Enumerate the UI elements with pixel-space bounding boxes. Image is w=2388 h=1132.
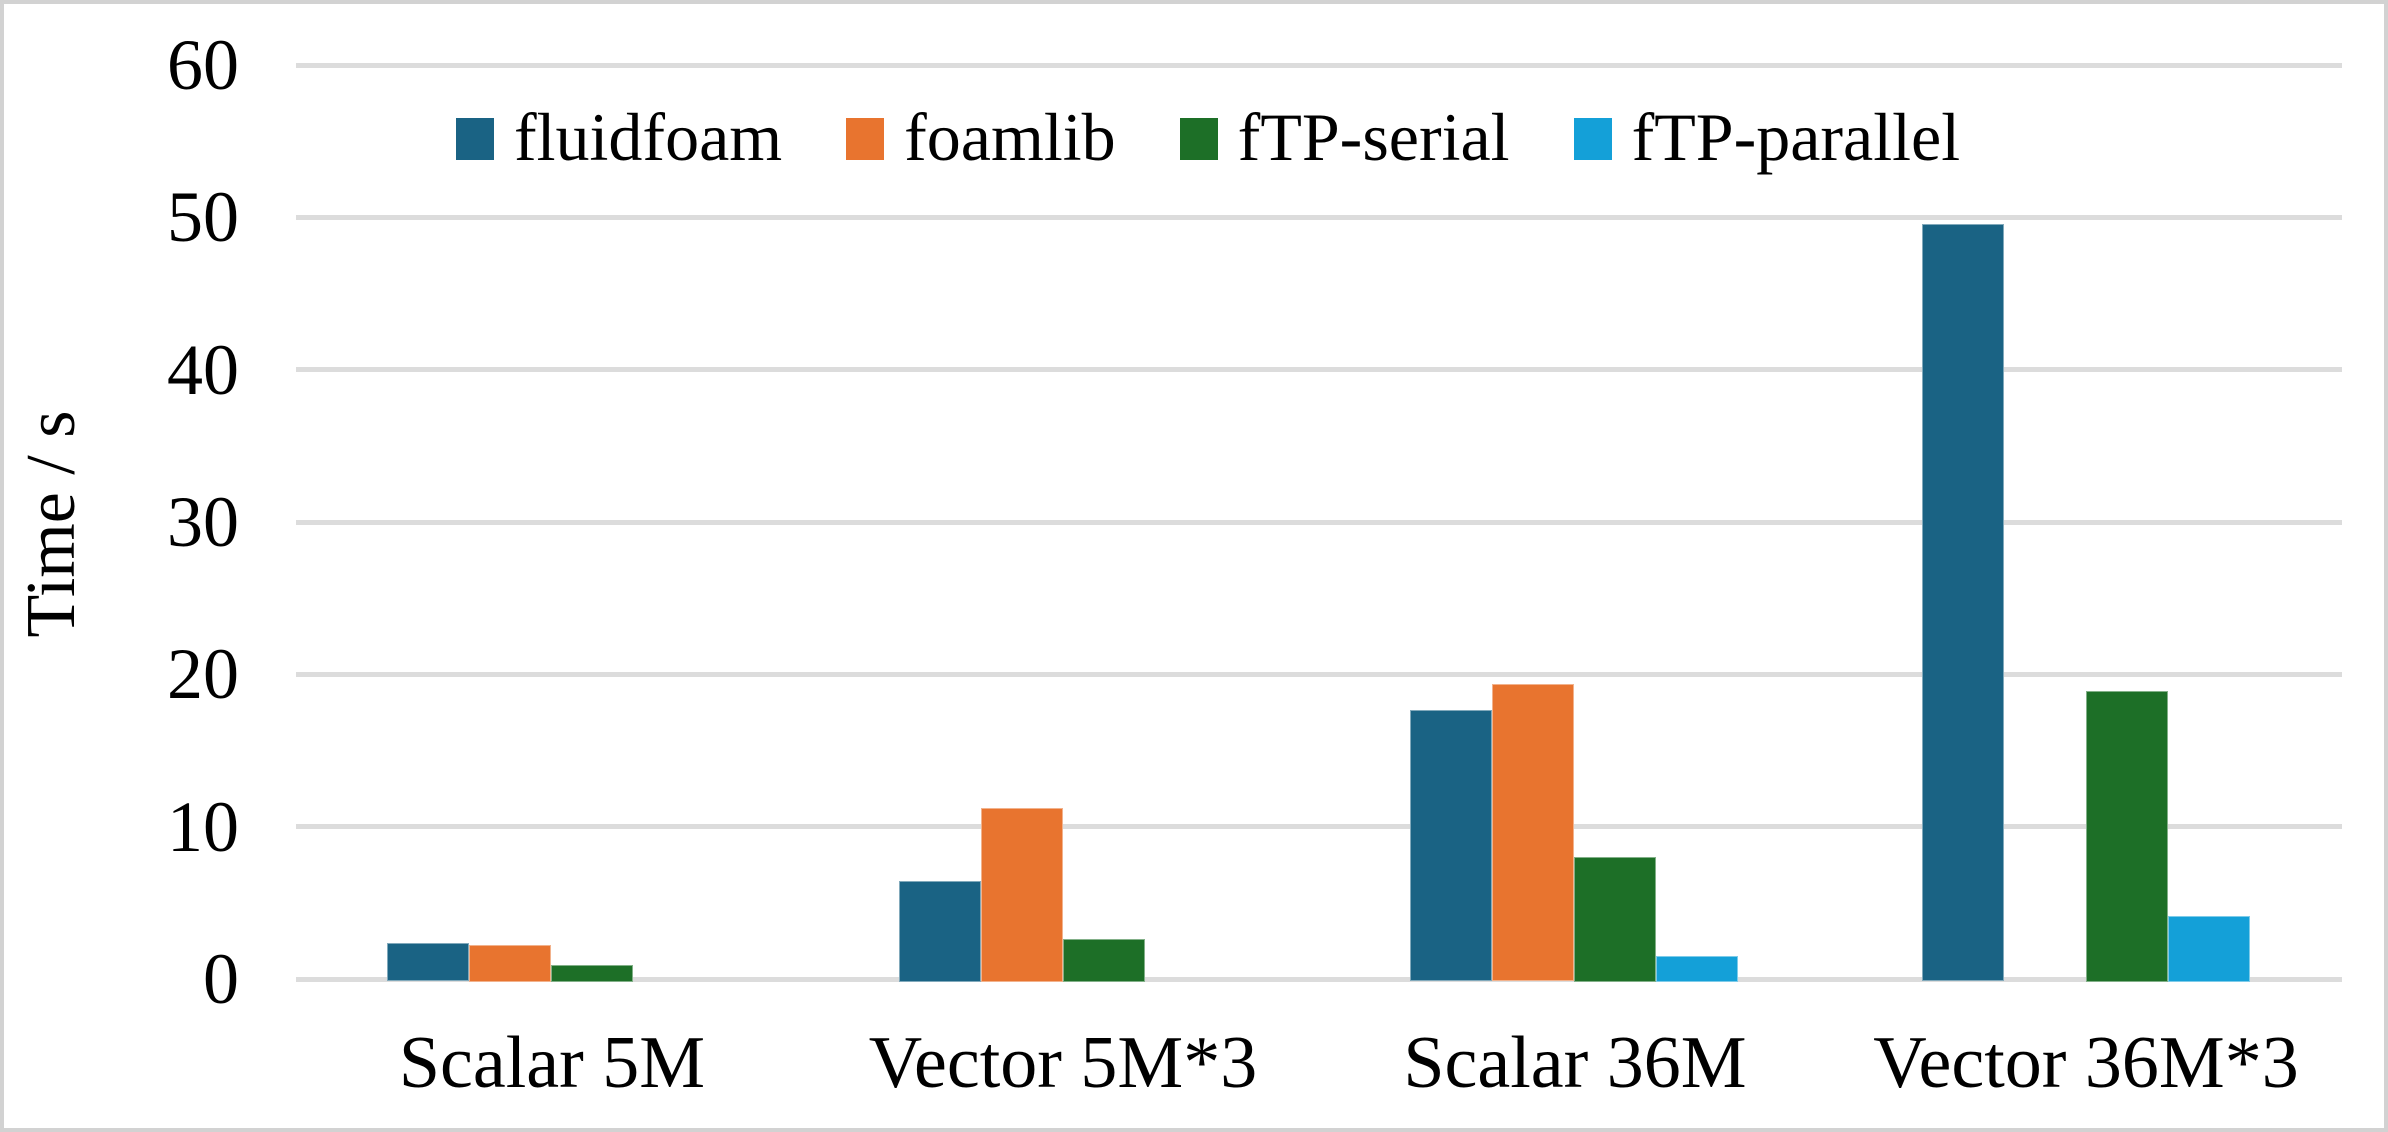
x-category-label-3: Scalar 36M [1403,1022,1747,1104]
legend-item-fTP-serial: fTP-serial [1179,99,1510,175]
gridline-y-50 [296,214,2342,220]
bar-fluidfoam-scalar-5m [387,943,469,981]
bar-fluidfoam-vector-5m-3 [899,881,981,982]
plot-area: 0 10 20 30 40 50 60 Time / s Scalar 5M Vector 5… [4,4,2384,1128]
gridline-y-0 [296,976,2342,982]
bar-fTP-serial-scalar-5m [551,965,633,982]
y-tick-label-10: 10 [167,786,239,867]
legend-swatch-icon [1573,118,1612,160]
legend: fluidfoam foamlib fTP-serial fTP-parallel [456,100,1960,174]
bar-foamlib-scalar-5m [469,945,551,982]
gridline-y-20 [296,671,2342,677]
y-tick-label-50: 50 [167,177,239,258]
gridline-y-60 [296,62,2342,68]
bar-fTP-parallel-vector-36m-3 [2168,916,2250,982]
bar-fluidfoam-scalar-36m [1410,710,1492,981]
legend-swatch-icon [456,118,494,160]
x-category-label-2: Vector 5M*3 [868,1022,1258,1104]
bar-fTP-serial-vector-36m-3 [2086,691,2168,982]
x-category-label-1: Scalar 5M [398,1022,706,1104]
x-category-label-4: Vector 36M*3 [1873,1022,2299,1104]
gridline-y-40 [296,367,2342,373]
y-tick-label-30: 30 [167,482,239,562]
bar-fTP-serial-vector-5m-3 [1063,939,1145,982]
legend-item-fTP-parallel: fTP-parallel [1573,99,1961,175]
legend-swatch-icon [1179,118,1218,160]
gridline-y-10 [296,824,2342,830]
bar-fluidfoam-vector-36m-3 [1922,224,2004,981]
y-tick-label-60: 60 [167,25,239,105]
legend-item-foamlib: foamlib [846,100,1116,174]
legend-label: fTP-serial [1237,99,1510,175]
y-tick-label-20: 20 [167,634,239,715]
legend-label: fTP-parallel [1631,99,1961,175]
y-tick-label-0: 0 [203,939,239,1019]
bar-foamlib-vector-5m-3 [981,808,1063,982]
bar-foamlib-scalar-36m [1492,684,1574,981]
legend-label: fluidfoam [514,99,783,175]
bar-fTP-serial-scalar-36m [1574,857,1656,982]
y-tick-label-40: 40 [167,329,239,410]
legend-label: foamlib [904,99,1116,175]
gridline-y-30 [296,519,2342,525]
legend-item-fluidfoam: fluidfoam [456,100,782,174]
y-axis-title: Time / s [13,410,90,638]
legend-swatch-icon [846,118,885,160]
bar-fTP-parallel-scalar-36m [1656,956,1738,982]
